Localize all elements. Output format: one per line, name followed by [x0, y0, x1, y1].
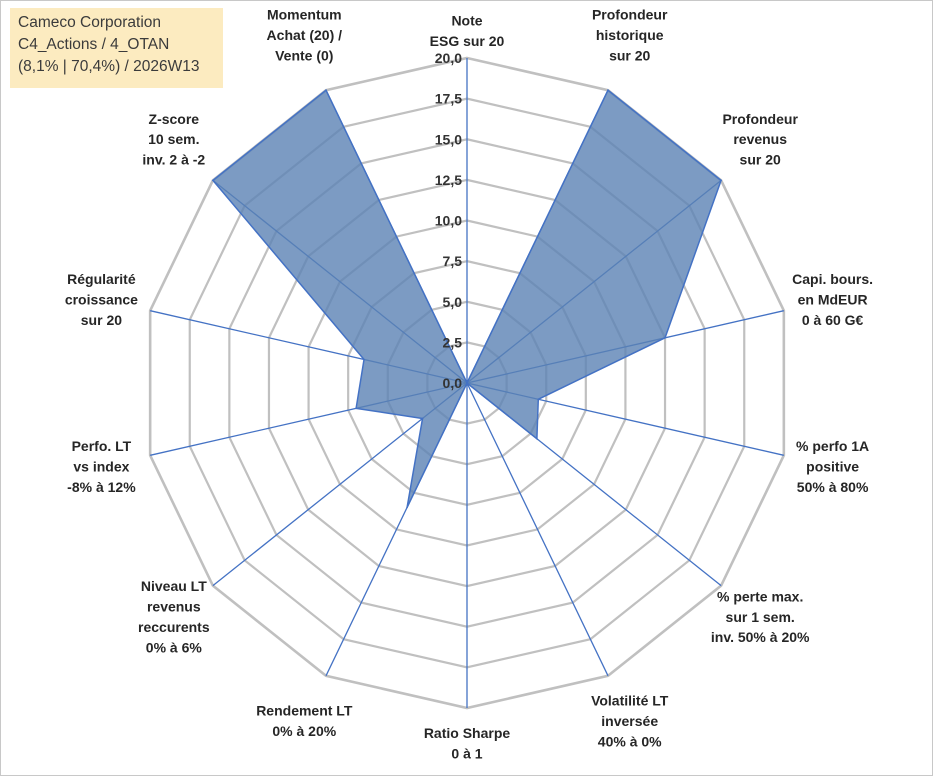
axis-label-7: Ratio Sharpe 0 à 1 [424, 725, 511, 761]
axis-label-6: Volatilité LT inversée 40% à 0% [591, 692, 669, 749]
axis-label-11: Régularité croissance sur 20 [65, 271, 138, 328]
data-point-9 [421, 417, 424, 420]
axis-label-3: Capi. bours. en MdEUR 0 à 60 G€ [792, 271, 873, 328]
axis-label-0: Note ESG sur 20 [430, 13, 505, 49]
data-point-8 [406, 506, 408, 509]
radar-series [211, 89, 722, 509]
data-point-1 [607, 89, 609, 91]
data-point-11 [363, 358, 365, 361]
radial-tick-labels: 0,0 2,5 5,0 7,5 10,0 12,5 15,0 17,5 20,0 [435, 50, 462, 391]
axis-label-9: Niveau LT revenus reccurents 0% à 6% [138, 578, 210, 655]
tick-label: 5,0 [443, 294, 463, 310]
axis-label-13: Momentum Achat (20) / Vente (0) [267, 7, 343, 64]
axis-label-2: Profondeur revenus sur 20 [722, 111, 798, 168]
axis-label-10: Perfo. LT vs index -8% à 12% [67, 438, 136, 495]
axis-label-12: Z-score 10 sem. inv. 2 à -2 [142, 111, 205, 168]
chart-title-category: C4_Actions / 4_OTAN [18, 36, 170, 53]
data-point-7 [466, 382, 468, 384]
data-point-2 [720, 179, 722, 182]
axis-label-8: Rendement LT 0% à 20% [256, 703, 353, 739]
series-area [211, 89, 722, 508]
data-point-10 [355, 407, 357, 410]
tick-label: 20,0 [435, 50, 462, 66]
spoke-6 [466, 382, 609, 677]
chart-title-stats: (8,1% | 70,4%) / 2026W13 [18, 58, 200, 75]
data-point-12 [212, 179, 214, 182]
data-point-3 [664, 337, 666, 339]
chart-title-box: Cameco Corporation C4_Actions / 4_OTAN (… [10, 8, 223, 88]
tick-label: 2,5 [443, 334, 463, 350]
data-point-13 [325, 89, 327, 91]
tick-label: 10,0 [435, 213, 462, 229]
tick-label: 15,0 [435, 131, 462, 147]
data-point-4 [537, 398, 540, 401]
axis-label-1: Profondeur historique sur 20 [592, 7, 668, 64]
axis-label-5: % perte max. sur 1 sem. inv. 50% à 20% [711, 588, 810, 645]
tick-label: 7,5 [443, 253, 463, 269]
data-point-5 [536, 437, 538, 440]
tick-label: 17,5 [435, 91, 462, 107]
tick-label: 0,0 [443, 375, 463, 391]
chart-title-company: Cameco Corporation [18, 14, 162, 31]
axis-labels: Note ESG sur 20 Profondeur historique sur 20… [65, 7, 873, 762]
axis-label-4: % perfo 1A positive 50% à 80% [796, 438, 869, 495]
tick-label: 12,5 [435, 172, 462, 188]
